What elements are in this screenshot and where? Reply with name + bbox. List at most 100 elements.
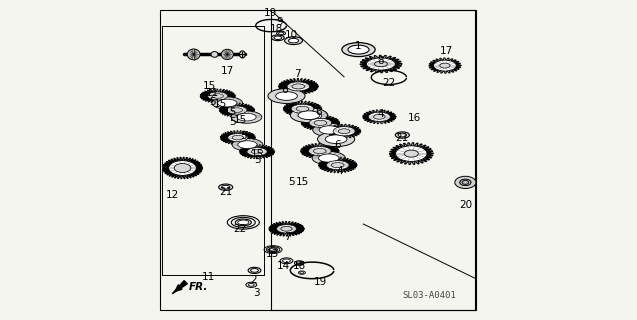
Ellipse shape [269,221,304,236]
Ellipse shape [318,157,357,173]
Ellipse shape [221,49,233,60]
Ellipse shape [219,103,255,117]
Text: 9: 9 [277,17,283,28]
Ellipse shape [268,89,305,103]
Ellipse shape [317,132,355,147]
Ellipse shape [462,180,468,184]
Text: 22: 22 [234,224,247,234]
Ellipse shape [373,114,385,119]
Ellipse shape [300,272,304,274]
Ellipse shape [278,78,318,94]
Text: 21: 21 [395,132,408,143]
Text: 15: 15 [214,99,227,109]
Ellipse shape [227,106,247,114]
Text: 6: 6 [315,107,322,117]
Ellipse shape [274,36,282,39]
Text: 8: 8 [378,56,384,67]
Ellipse shape [252,149,262,154]
Text: 2: 2 [250,275,257,285]
Ellipse shape [342,43,375,57]
Ellipse shape [455,176,476,188]
Text: 4: 4 [336,166,343,176]
Ellipse shape [237,113,256,121]
Ellipse shape [398,133,406,137]
Ellipse shape [312,151,345,165]
Text: 10: 10 [285,30,298,40]
Ellipse shape [368,112,390,121]
Ellipse shape [326,135,347,144]
Text: 6: 6 [334,140,341,150]
Ellipse shape [233,135,243,140]
Ellipse shape [280,258,293,264]
Ellipse shape [338,129,350,134]
Ellipse shape [276,31,285,35]
Text: 15: 15 [251,148,264,159]
Text: FR.: FR. [189,282,208,292]
Text: 6: 6 [282,84,288,95]
Ellipse shape [285,37,303,44]
Ellipse shape [247,148,267,156]
Ellipse shape [396,132,410,138]
Ellipse shape [348,45,369,54]
Ellipse shape [251,268,259,272]
Ellipse shape [292,84,304,89]
Ellipse shape [298,111,320,120]
Ellipse shape [360,55,402,73]
Text: 4: 4 [377,108,383,119]
Ellipse shape [238,220,249,225]
Ellipse shape [460,179,471,186]
Text: 18: 18 [270,24,283,34]
Ellipse shape [211,52,218,57]
Text: 20: 20 [459,200,472,210]
Ellipse shape [434,60,456,71]
Ellipse shape [270,248,276,251]
Ellipse shape [228,133,248,142]
Ellipse shape [248,284,254,286]
Ellipse shape [298,271,305,274]
Ellipse shape [240,145,275,159]
Ellipse shape [331,163,344,168]
Ellipse shape [314,120,327,125]
Ellipse shape [296,106,309,111]
Text: 5: 5 [240,131,247,141]
Ellipse shape [375,61,387,67]
Ellipse shape [301,143,339,159]
Ellipse shape [174,164,191,172]
Ellipse shape [220,131,255,145]
Ellipse shape [238,141,257,148]
Ellipse shape [297,262,302,264]
Text: 7: 7 [294,68,301,79]
Ellipse shape [287,82,310,91]
Text: 5: 5 [288,177,294,188]
Ellipse shape [271,35,284,41]
Text: 14: 14 [276,260,290,271]
Ellipse shape [294,261,304,265]
Ellipse shape [290,108,327,123]
Ellipse shape [301,112,322,120]
Ellipse shape [429,58,461,73]
Text: 15: 15 [203,81,217,92]
Ellipse shape [289,38,299,43]
Ellipse shape [278,32,283,35]
Ellipse shape [333,127,355,136]
Ellipse shape [283,101,322,116]
Ellipse shape [281,227,292,231]
Text: 11: 11 [201,272,215,282]
Ellipse shape [319,126,340,134]
Ellipse shape [187,49,200,60]
Ellipse shape [313,148,326,154]
Text: 11: 11 [206,88,219,99]
Text: SL03-A0401: SL03-A0401 [402,292,456,300]
Text: 3: 3 [253,288,259,298]
Ellipse shape [318,154,339,162]
Ellipse shape [308,147,331,156]
Ellipse shape [295,109,328,123]
Ellipse shape [200,89,235,103]
Text: 17: 17 [440,46,453,56]
Text: 13: 13 [266,249,279,260]
Text: 15: 15 [296,177,309,188]
Ellipse shape [396,146,427,161]
Ellipse shape [362,110,396,124]
Ellipse shape [231,111,262,123]
Text: 5: 5 [254,155,261,165]
